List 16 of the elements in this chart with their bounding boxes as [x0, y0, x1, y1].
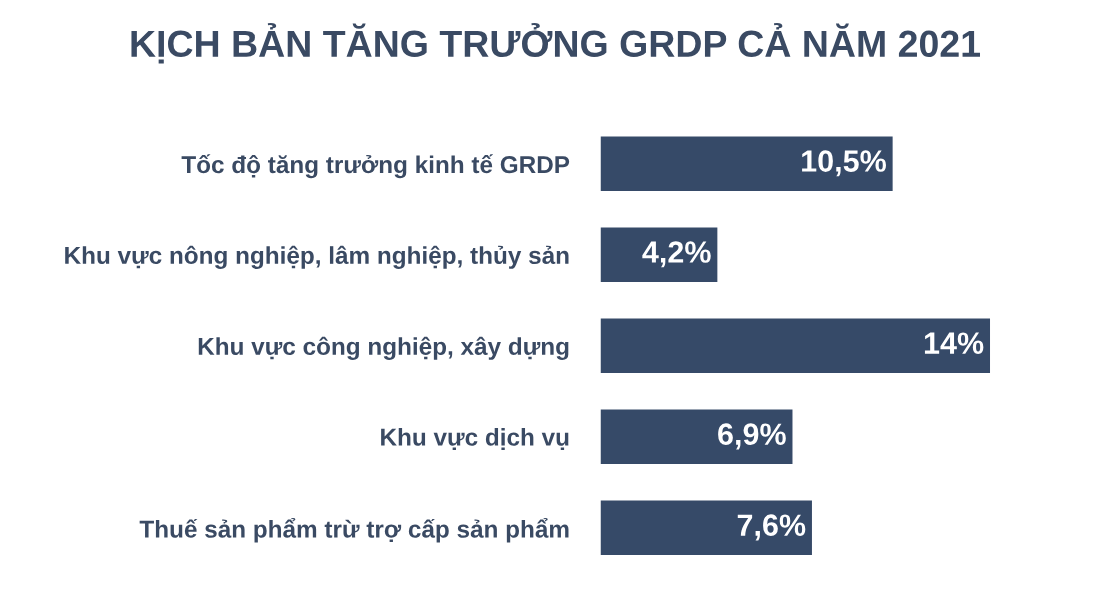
bar: [600, 227, 718, 283]
y-tick-label: Khu vực nông nghiệp, lâm nghiệp, thủy sản: [65, 245, 569, 269]
chart-title: KỊCH BẢN TĂNG TRƯỞNG GRDP CẢ NĂM 2021: [131, 23, 980, 64]
y-tick-label: Khu vực công nghiệp, xây dựng: [198, 336, 569, 360]
bar: [600, 409, 793, 465]
y-tick-label: Thuế sản phẩm trừ trợ cấp sản phẩm: [139, 517, 569, 543]
y-tick-label: Tốc độ tăng trưởng kinh tế GRDP: [181, 154, 570, 179]
y-tick-label: Khu vực dịch vụ: [381, 427, 569, 450]
data-label: 7,6%: [737, 514, 806, 541]
bar: [600, 500, 812, 556]
bar: [600, 318, 991, 374]
data-label: 4,2%: [642, 241, 711, 268]
data-label: 14%: [924, 332, 984, 354]
data-label: 10,5%: [802, 150, 886, 177]
bar: [600, 136, 893, 192]
data-label: 6,9%: [718, 423, 786, 450]
